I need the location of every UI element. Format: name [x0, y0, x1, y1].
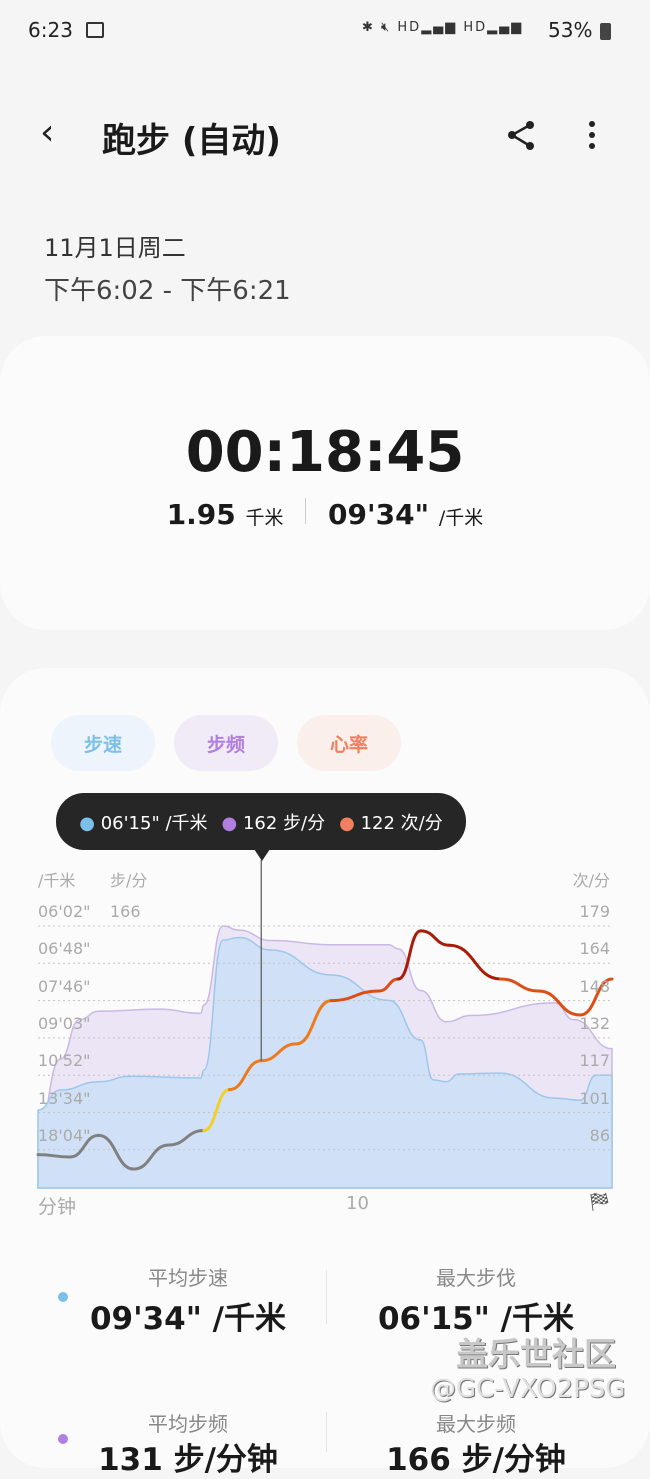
hd-icon: HD	[463, 20, 488, 35]
battery-icon	[600, 23, 611, 40]
hr-line-segment	[294, 999, 333, 1046]
status-icons: ✱ 🔇︎ HD▂▄▆ HD▂▄▆	[362, 20, 523, 35]
hr-line-segment	[447, 943, 502, 981]
hr-tick-label: 132	[579, 1013, 610, 1033]
pace-area	[37, 936, 613, 1189]
hr-line-segment	[259, 1042, 298, 1063]
bluetooth-icon: ✱	[362, 20, 375, 35]
divider	[326, 1412, 327, 1452]
5g-signal-icon: ▂▄▆	[487, 20, 524, 35]
hr-line-segment	[377, 977, 400, 993]
x-axis-label: 分钟	[38, 1196, 77, 1218]
pace-unit: /千米	[438, 507, 484, 529]
tooltip-pace-value: 06'15" /千米	[100, 812, 208, 834]
hr-tick-label: 117	[579, 1051, 610, 1071]
hd-icon: HD	[397, 20, 422, 35]
hr-line-segment	[578, 977, 614, 1017]
hr-line-segment	[167, 1129, 206, 1147]
hr-line-segment	[227, 1059, 263, 1092]
distance-value: 1.95	[166, 498, 236, 531]
stat-label: 平均步速	[148, 1266, 228, 1290]
stat-value: 09'34" /千米	[89, 1301, 287, 1337]
pace-tick-label: 06'48"	[38, 939, 91, 959]
cadence-tick-label: 166	[110, 902, 141, 921]
status-time: 6:23	[28, 18, 73, 42]
duration: 00:18:45	[185, 420, 465, 485]
tooltip-heart-rate: ● 122 次/分	[339, 812, 443, 834]
pace-axis-unit: /千米	[38, 871, 76, 890]
hr-tick-label: 148	[579, 976, 610, 996]
pace-tick-label: 09'03"	[38, 1013, 91, 1033]
cadence-dot	[58, 1434, 68, 1444]
back-arrow-icon[interactable]: ‹	[40, 112, 55, 153]
image-icon	[86, 22, 104, 38]
share-icon[interactable]	[506, 120, 538, 152]
hr-line-segment	[97, 1133, 136, 1171]
session-time-range: 下午6:02 - 下午6:21	[44, 276, 291, 306]
pace-dot	[58, 1292, 68, 1302]
stat-label: 最大步频	[436, 1412, 516, 1436]
pace-tick-label: 10'52"	[38, 1051, 91, 1071]
stat-label: 最大步伐	[436, 1266, 516, 1290]
hr-line-segment	[419, 929, 451, 947]
chart-svg	[36, 860, 614, 1189]
page-title: 跑步 (自动)	[102, 121, 281, 161]
tooltip-cadence: ● 162 步/分	[221, 812, 326, 834]
pace-tick-label: 06'02"	[38, 902, 91, 921]
tab-pace[interactable]: 步速	[51, 715, 155, 771]
session-date: 11月1日周二	[44, 234, 186, 262]
battery-level: 53%	[548, 18, 593, 42]
hr-line-segment	[396, 929, 423, 981]
watermark-user: @GC-VXO2PSG	[430, 1374, 626, 1404]
pace-value: 09'34"	[328, 498, 430, 531]
hr-tick-label: 86	[589, 1125, 610, 1145]
hr-line-segment	[68, 1133, 101, 1159]
hr-line-segment	[36, 1153, 72, 1159]
hr-line-segment	[132, 1143, 171, 1171]
tooltip-pace: ● 06'15" /千米	[79, 812, 208, 834]
tab-cadence[interactable]: 步频	[174, 715, 278, 771]
checkered-flag-icon: 🏁︎	[588, 1192, 611, 1213]
hr-line-segment	[202, 1088, 231, 1133]
pace-tick-label: 07'46"	[38, 976, 91, 996]
cadence-axis-unit: 步/分	[110, 871, 148, 890]
tooltip-hr-value: 122 次/分	[360, 812, 443, 834]
hr-line-segment	[537, 989, 582, 1017]
divider	[305, 498, 307, 524]
stat-value: 166 步/分钟	[386, 1442, 566, 1478]
summary-card: 00:18:45 1.95 千米 09'34" /千米	[0, 336, 650, 630]
mute-icon: 🔇︎	[381, 20, 392, 35]
divider	[326, 1270, 327, 1324]
hr-line-segment	[498, 977, 541, 993]
hr-axis-unit: 次/分	[572, 871, 610, 890]
tooltip-cadence-value: 162 步/分	[242, 812, 326, 834]
stat-value: 131 步/分钟	[98, 1442, 278, 1478]
hr-tick-label: 164	[579, 939, 610, 959]
x-tick-label: 10	[346, 1193, 369, 1214]
pace-tick-label: 18'04"	[38, 1125, 91, 1145]
stat-value: 06'15" /千米	[377, 1301, 575, 1337]
5g-signal-icon: ▂▄▆	[421, 20, 458, 35]
distance-unit: 千米	[245, 507, 284, 529]
pace-tick-label: 13'34"	[38, 1088, 91, 1108]
hr-line-segment	[329, 989, 381, 1003]
tab-heart-rate[interactable]: 心率	[297, 715, 401, 771]
chart-tooltip: ● 06'15" /千米 ● 162 步/分 ● 122 次/分	[56, 793, 466, 850]
summary-metrics: 1.95 千米 09'34" /千米	[0, 498, 650, 531]
watermark-logo: 盖乐世社区	[456, 1335, 617, 1373]
stat-label: 平均步频	[148, 1412, 228, 1436]
hr-tick-label: 101	[579, 1088, 610, 1108]
tooltip-pointer	[254, 849, 270, 861]
more-vert-icon[interactable]	[586, 120, 598, 152]
hr-tick-label: 179	[579, 902, 610, 921]
